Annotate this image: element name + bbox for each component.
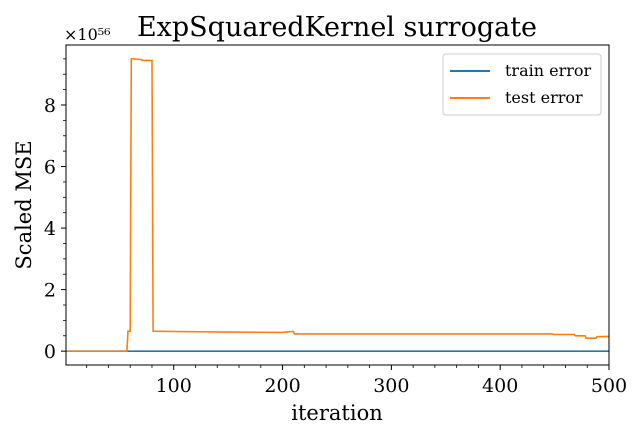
plot-series — [66, 57, 610, 353]
series-line-test-error — [66, 57, 610, 353]
x-tick-label: 200 — [264, 375, 300, 397]
chart-title: ExpSquaredKernel surrogate — [137, 12, 537, 43]
x-axis: 100 200 300 400 500 — [86, 365, 627, 397]
x-tick-label: 500 — [591, 375, 627, 397]
legend-frame — [442, 53, 602, 116]
legend: train error test error — [442, 53, 602, 116]
y-axis-label: Scaled MSE — [12, 140, 36, 269]
plot-area-frame — [65, 44, 610, 366]
legend-label: train error — [505, 61, 592, 80]
y-tick-label: 0 — [44, 341, 56, 363]
y-tick-label: 8 — [44, 95, 56, 117]
x-tick-label: 400 — [482, 375, 518, 397]
y-axis: 0 2 4 6 8 — [44, 58, 66, 363]
y-tick-label: 2 — [44, 280, 56, 302]
y-tick-label: 4 — [44, 218, 56, 240]
x-tick-label: 300 — [373, 375, 409, 397]
y-multiplier-label: ×10⁵⁶ — [64, 25, 111, 44]
y-tick-label: 6 — [44, 157, 56, 179]
x-axis-label: iteration — [291, 401, 382, 425]
legend-label: test error — [505, 88, 583, 107]
x-tick-label: 100 — [156, 375, 192, 397]
